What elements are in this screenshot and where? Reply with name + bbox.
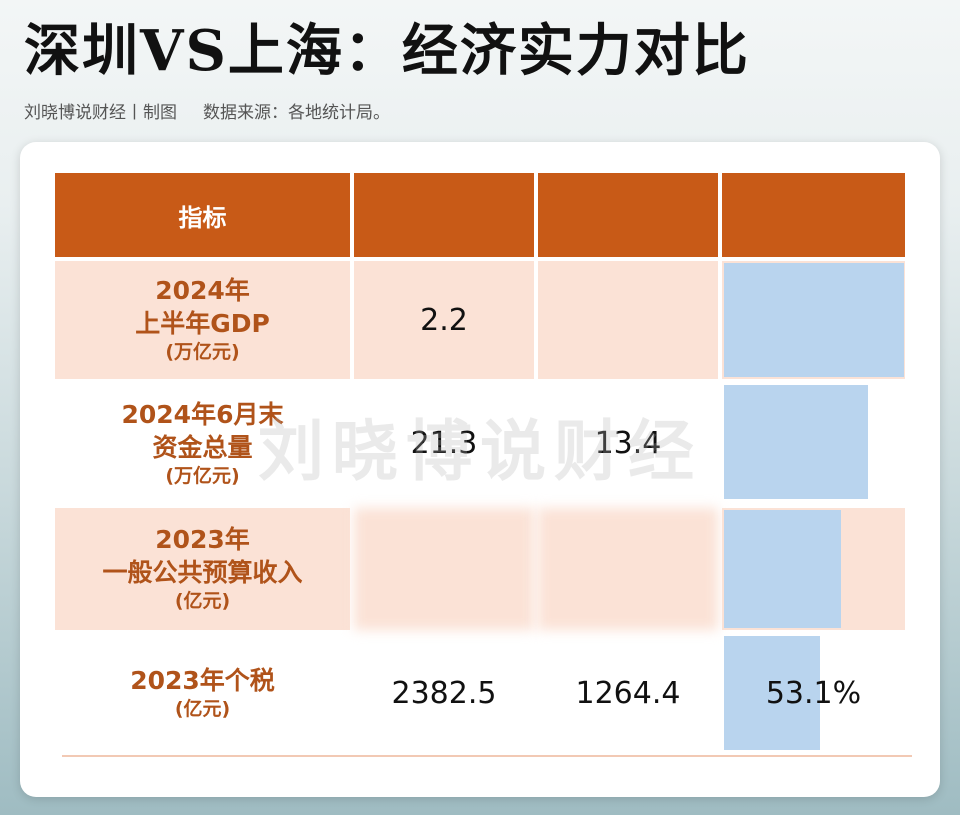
cell-shenzhen-income-tax: 2382.5	[391, 675, 497, 711]
row-bg	[354, 261, 534, 379]
row-bg	[354, 508, 534, 630]
header-indicator: 指标	[55, 173, 350, 257]
label-line: 2023年	[155, 525, 250, 555]
data-source: 数据来源：各地统计局。	[203, 103, 390, 123]
row-bg	[55, 508, 350, 630]
cell-shanghai-budget	[538, 508, 718, 630]
ratio-bar	[724, 636, 820, 750]
bottom-divider	[62, 755, 912, 757]
label-line: 2024年6月末	[121, 399, 284, 429]
cell-ratio-gdp	[722, 261, 905, 379]
cell-shenzhen-deposits: 21.3	[410, 426, 478, 461]
ratio-bar	[724, 510, 841, 628]
subtitle: 刘晓博说财经丨制图 数据来源：各地统计局。	[24, 98, 390, 123]
label-unit: (万亿元)	[165, 341, 240, 364]
ratio-bar	[724, 385, 868, 499]
label-line: 上半年GDP	[135, 309, 270, 339]
label-unit: (亿元)	[174, 590, 231, 613]
row-label-budget: 2023年 一般公共预算收入 (亿元)	[55, 508, 350, 630]
label-unit: (亿元)	[174, 697, 231, 720]
cell-shanghai-income-tax: 1264.4	[575, 675, 681, 711]
header-ratio	[722, 173, 905, 257]
label-unit: (万亿元)	[165, 464, 240, 487]
row-bg	[55, 261, 350, 379]
cell-ratio-income-tax: 53.1%	[765, 675, 862, 711]
row-label-income-tax: 2023年个税 (亿元)	[55, 634, 350, 752]
label-line: 2023年个税	[130, 665, 275, 695]
cell-shanghai-deposits: 13.4	[594, 426, 662, 461]
row-bg	[538, 508, 718, 630]
author-credit: 刘晓博说财经丨制图	[24, 103, 177, 123]
row-label-gdp: 2024年 上半年GDP (万亿元)	[55, 261, 350, 379]
ratio-bar	[724, 263, 904, 377]
label-line: 资金总量	[152, 432, 253, 462]
cell-ratio-budget	[722, 508, 905, 630]
header-shanghai	[538, 173, 718, 257]
cell-shanghai-gdp	[538, 261, 718, 379]
label-line: 一般公共预算收入	[102, 558, 303, 588]
page-title: 深圳VS上海：经济实力对比	[24, 18, 750, 84]
header-shenzhen	[354, 173, 534, 257]
label-line: 2024年	[155, 276, 250, 306]
row-label-deposits: 2024年6月末 资金总量 (万亿元)	[55, 383, 350, 504]
cell-ratio-deposits	[722, 383, 905, 504]
cell-shenzhen-gdp: 2.2	[420, 302, 468, 338]
row-bg	[538, 261, 718, 379]
cell-shenzhen-budget	[354, 508, 534, 630]
